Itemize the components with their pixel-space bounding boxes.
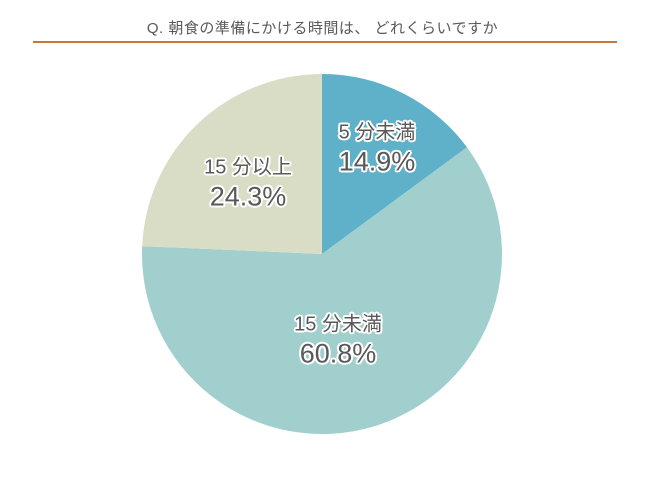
pie-chart (142, 74, 502, 434)
slice-label-under15min: 15 分未満 60.8% (294, 312, 382, 369)
slice-name: 5 分未満 (338, 121, 416, 144)
pie-slice-2 (142, 74, 322, 254)
slice-name: 15 分未満 (294, 313, 382, 336)
slice-label-over15min: 15 分以上 24.3% (204, 155, 292, 212)
pie-slice-0 (322, 74, 467, 254)
slice-percent: 24.3% (209, 181, 287, 212)
slice-percent: 14.9% (338, 146, 416, 177)
chart-title: Q. 朝食の準備にかける時間は、 どれくらいですか (146, 20, 499, 37)
title-underline (33, 41, 617, 43)
pie-slice-1 (142, 147, 502, 434)
slice-percent: 60.8% (299, 338, 377, 369)
slice-name: 15 分以上 (204, 156, 292, 179)
slice-label-under5min: 5 分未満 14.9% (339, 120, 416, 177)
